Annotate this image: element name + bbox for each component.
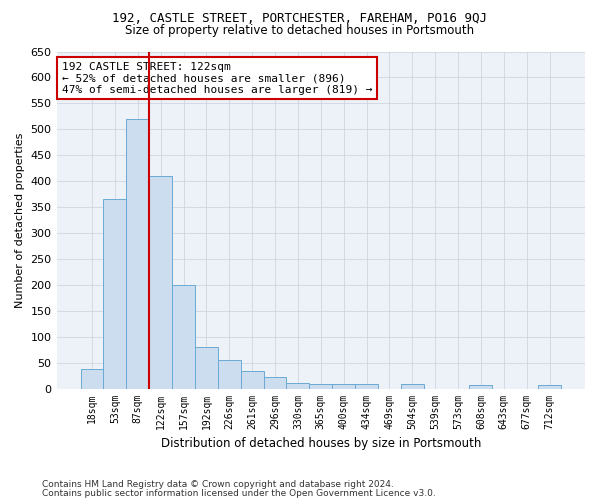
Text: Contains public sector information licensed under the Open Government Licence v3: Contains public sector information licen… [42,489,436,498]
Bar [149,176,172,388]
Bar [401,384,424,388]
Bar [355,384,378,388]
Bar [286,384,310,388]
Text: 192, CASTLE STREET, PORTCHESTER, FAREHAM, PO16 9QJ: 192, CASTLE STREET, PORTCHESTER, FAREHAM… [113,12,487,26]
Text: Contains HM Land Registry data © Crown copyright and database right 2024.: Contains HM Land Registry data © Crown c… [42,480,394,489]
Bar [538,386,561,388]
Bar [127,119,149,388]
Bar [80,369,103,388]
Bar [263,377,286,388]
Text: 192 CASTLE STREET: 122sqm
← 52% of detached houses are smaller (896)
47% of semi: 192 CASTLE STREET: 122sqm ← 52% of detac… [62,62,373,95]
Bar [195,347,218,389]
X-axis label: Distribution of detached houses by size in Portsmouth: Distribution of detached houses by size … [161,437,481,450]
Bar [241,372,263,388]
Bar [218,360,241,388]
Bar [310,384,332,388]
Bar [469,386,493,388]
Y-axis label: Number of detached properties: Number of detached properties [15,132,25,308]
Text: Size of property relative to detached houses in Portsmouth: Size of property relative to detached ho… [125,24,475,37]
Bar [103,200,127,388]
Bar [332,384,355,388]
Bar [172,285,195,389]
